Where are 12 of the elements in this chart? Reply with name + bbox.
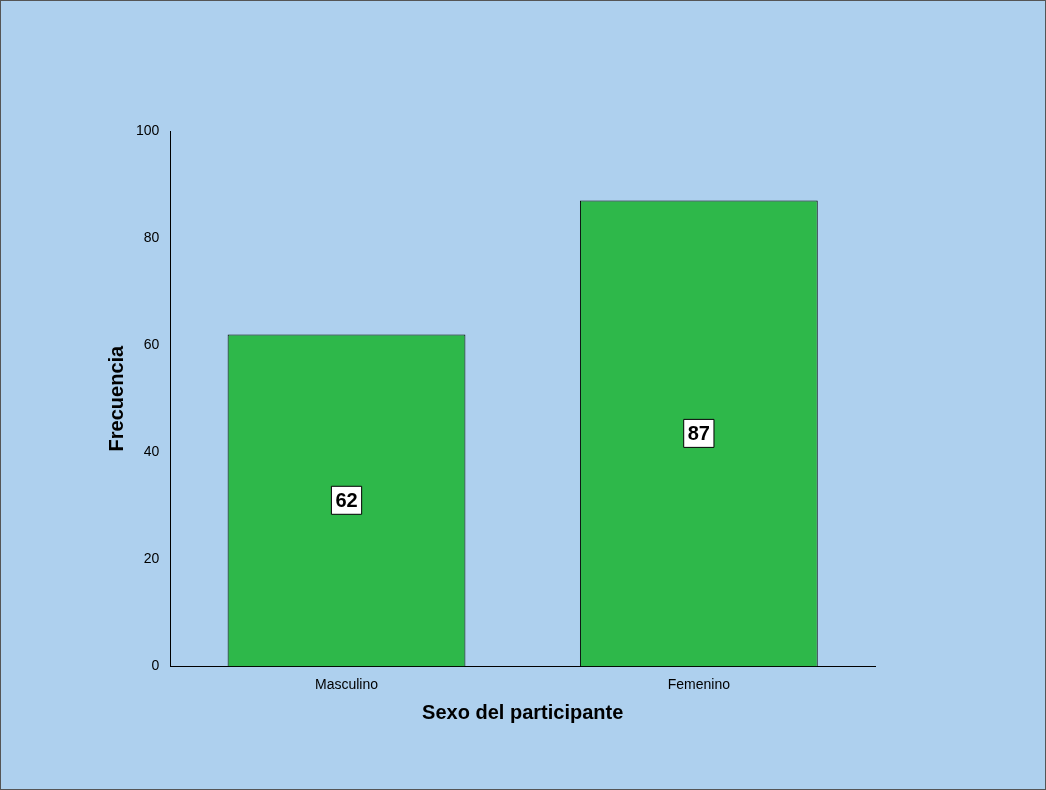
y-tick-label: 0: [151, 657, 160, 674]
y-axis-title: Frecuencia: [104, 344, 127, 452]
y-tick-label: 100: [136, 121, 160, 138]
data-label: 62: [335, 488, 358, 511]
x-tick-label: Femenino: [667, 676, 731, 693]
y-tick-label: 40: [143, 442, 160, 459]
y-tick-label: 60: [143, 335, 160, 352]
x-axis-title: Sexo del participante: [422, 700, 624, 723]
x-tick-label: Masculino: [315, 676, 379, 693]
y-tick-label: 80: [143, 228, 160, 245]
y-tick-label: 20: [143, 550, 160, 567]
data-label: 87: [687, 421, 710, 444]
